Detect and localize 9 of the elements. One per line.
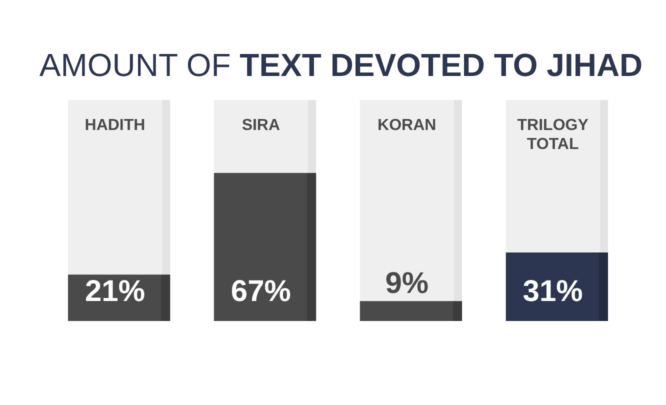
data-label: 67% xyxy=(230,275,291,308)
data-label: 31% xyxy=(522,275,583,308)
x-tick-label: KORAN xyxy=(378,117,436,134)
x-tick-label: TRILOGY TOTAL xyxy=(517,117,589,153)
chart-title: AMOUNT OF TEXT DEVOTED TO JIHAD xyxy=(39,47,643,83)
data-label: 9% xyxy=(385,267,429,300)
x-tick-label: SIRA xyxy=(242,117,280,134)
data-label: 21% xyxy=(84,275,146,308)
x-tick-label: HADITH xyxy=(84,117,146,134)
